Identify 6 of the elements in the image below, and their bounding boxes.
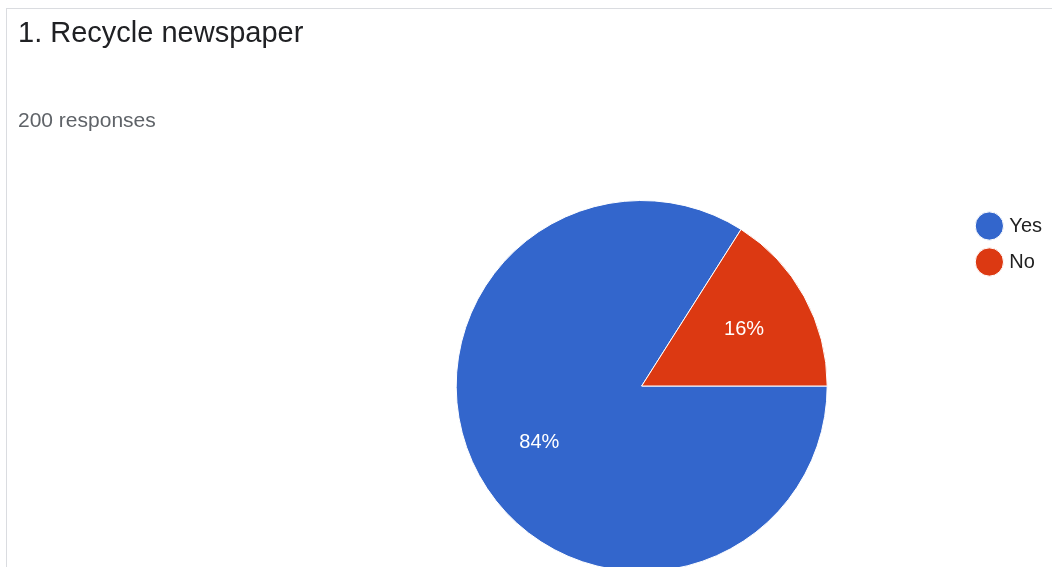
text: 200 responses <box>18 108 156 132</box>
legend-label: No <box>1009 249 1035 272</box>
text: 1. Recycle newspaper <box>18 16 304 49</box>
data-label: 16% <box>724 317 765 340</box>
legend-label: Yes <box>1009 213 1043 236</box>
data-label: 84% <box>519 429 560 452</box>
